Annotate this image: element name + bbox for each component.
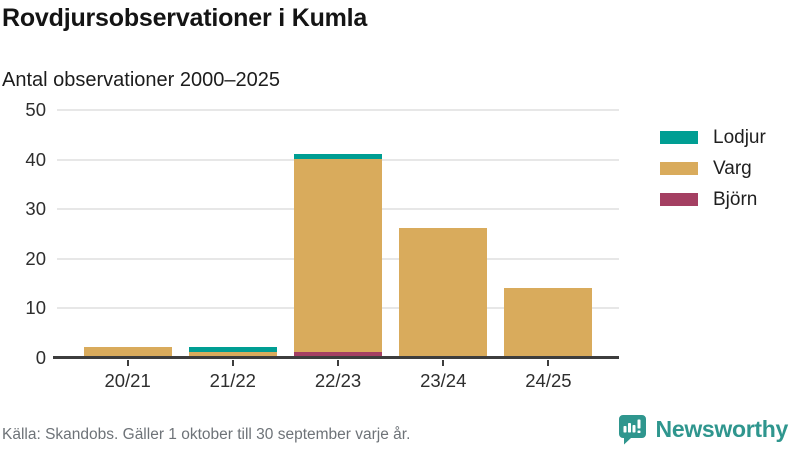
bar-22-23 <box>294 153 382 357</box>
x-axis-tick <box>231 360 234 366</box>
bar-segment-varg <box>399 228 488 357</box>
legend-item-varg: Varg <box>660 153 766 184</box>
x-axis-tick <box>442 360 445 366</box>
legend-swatch <box>660 131 698 144</box>
bar-segment-varg <box>188 352 277 357</box>
page-title: Rovdjursobservationer i Kumla <box>2 4 368 32</box>
y-axis-tick-label: 0 <box>35 347 46 368</box>
plot-area <box>53 109 619 359</box>
bar-24-25 <box>504 287 593 357</box>
bar-segment-björn <box>294 352 382 357</box>
bar-segment-lodjur <box>294 153 382 159</box>
bar-series <box>75 110 601 357</box>
y-axis-tick-label: 40 <box>25 148 46 170</box>
y-axis-tick-label: 10 <box>25 297 46 319</box>
x-axis-tick-label: 24/25 <box>525 370 572 391</box>
bar-slot-24-25 <box>496 110 601 357</box>
x-axis-tick <box>126 360 129 366</box>
y-axis-tick-label: 50 <box>25 99 46 120</box>
legend-item-bjrn: Björn <box>660 184 766 215</box>
bar-chart-speech-bubble-icon <box>618 415 646 445</box>
newsworthy-logo: Newsworthy <box>617 413 788 446</box>
x-axis-cell: 20/21 <box>75 358 180 392</box>
x-axis-line <box>53 356 619 359</box>
legend-label: Lodjur <box>713 126 766 148</box>
x-axis-tick-label: 22/23 <box>314 370 362 391</box>
bar-23-24 <box>399 228 488 357</box>
bar-slot-21-22 <box>180 110 285 357</box>
legend-swatch <box>660 193 698 206</box>
bar-segment-varg <box>83 347 172 357</box>
x-axis-cell: 21/22 <box>180 358 285 392</box>
x-axis-tick <box>547 360 550 366</box>
chart-subtitle: Antal observationer 2000–2025 <box>2 69 280 91</box>
newsworthy-logo-text: Newsworthy <box>655 416 789 442</box>
legend-label: Björn <box>713 188 758 210</box>
legend-swatch <box>660 162 698 175</box>
bar-slot-22-23 <box>285 110 390 357</box>
y-axis-tick-label: 20 <box>25 247 46 269</box>
x-axis-tick <box>337 360 339 366</box>
x-axis-tick-label: 20/21 <box>104 370 151 391</box>
bar-segment-varg <box>294 158 382 353</box>
legend-item-lodjur: Lodjur <box>660 122 766 153</box>
bar-slot-23-24 <box>391 110 496 357</box>
gridline-50 <box>57 109 619 111</box>
bar-segment-lodjur <box>188 347 277 353</box>
x-axis-cell: 23/24 <box>391 358 496 392</box>
y-axis-tick-label: 30 <box>25 198 46 220</box>
bar-segment-varg <box>504 287 593 357</box>
chart-legend: Lodjur Varg Björn <box>660 122 766 215</box>
legend-label: Varg <box>713 157 752 179</box>
x-axis-tick-label: 21/22 <box>209 370 256 391</box>
bar-20-21 <box>83 347 172 357</box>
y-axis: 0 10 20 30 40 50 <box>0 99 46 368</box>
bar-slot-20-21 <box>75 110 180 357</box>
x-axis: 20/21 21/22 22/23 23/24 24/25 <box>75 358 601 392</box>
x-axis-cell: 22/23 <box>285 358 390 392</box>
x-axis-cell: 24/25 <box>496 358 601 392</box>
bar-21-22 <box>188 347 277 357</box>
x-axis-tick-label: 23/24 <box>420 370 467 391</box>
source-note: Källa: Skandobs. Gäller 1 oktober till 3… <box>2 426 411 443</box>
